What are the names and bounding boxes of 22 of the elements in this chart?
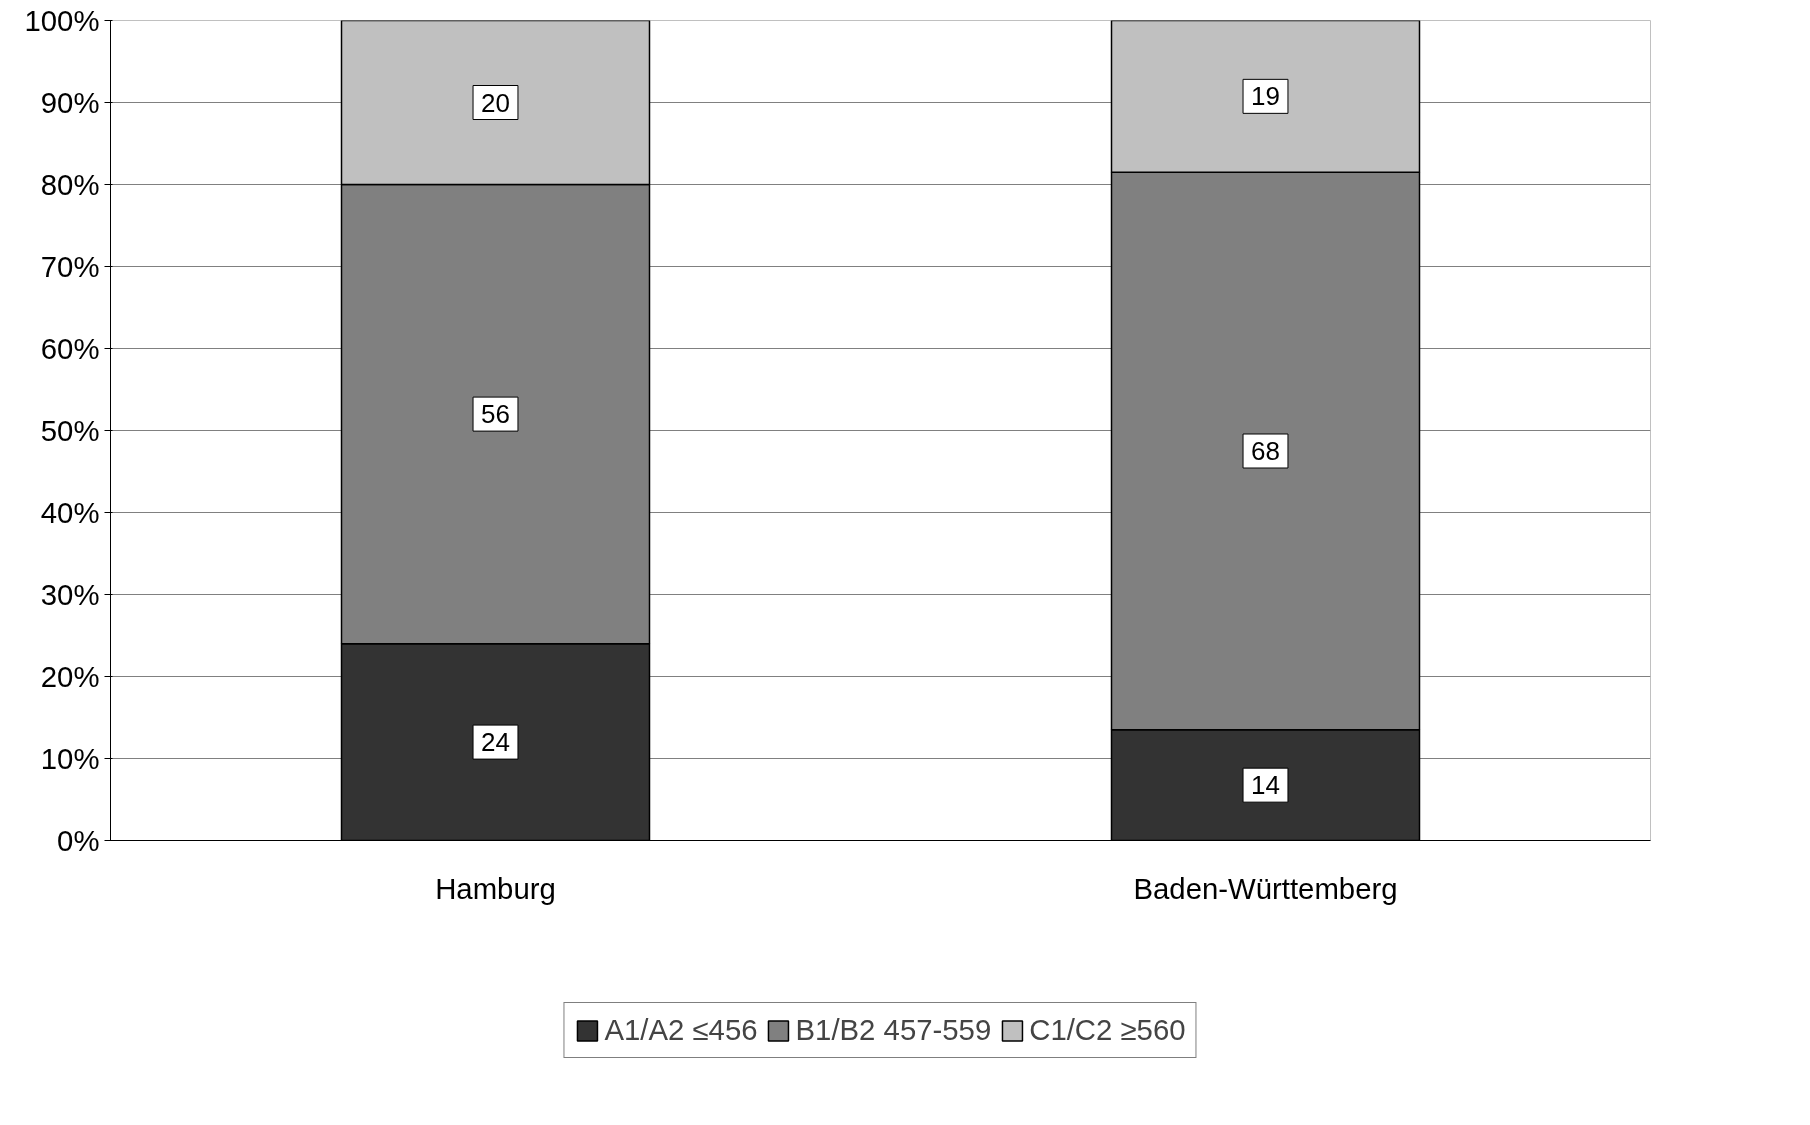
data-label: 14 bbox=[1251, 770, 1280, 801]
y-tick-label: 20% bbox=[40, 660, 100, 693]
x-tick-label: Hamburg bbox=[435, 871, 556, 905]
y-tick-label: 90% bbox=[40, 86, 100, 119]
y-tick-label: 50% bbox=[40, 414, 100, 447]
y-tick-label: 100% bbox=[24, 4, 100, 37]
y-tick-label: 70% bbox=[40, 250, 100, 283]
legend-label: C1/C2 ≥560 bbox=[1029, 1013, 1186, 1048]
y-tick-label: 0% bbox=[57, 824, 100, 857]
x-tick-label: Baden-Württemberg bbox=[1133, 871, 1398, 905]
data-label: 56 bbox=[481, 399, 510, 430]
y-tick-label: 10% bbox=[40, 742, 100, 775]
legend-label: B1/B2 457-559 bbox=[795, 1013, 992, 1048]
data-label: 20 bbox=[481, 87, 510, 118]
data-label: 19 bbox=[1251, 81, 1280, 112]
y-tick-label: 60% bbox=[40, 332, 100, 365]
y-tick-label: 40% bbox=[40, 496, 100, 529]
data-label: 68 bbox=[1251, 436, 1280, 466]
legend-label: A1/A2 ≤456 bbox=[604, 1013, 758, 1048]
y-tick-label: 30% bbox=[40, 578, 100, 611]
y-tick-label: 80% bbox=[40, 168, 100, 201]
data-label: 24 bbox=[481, 727, 510, 758]
